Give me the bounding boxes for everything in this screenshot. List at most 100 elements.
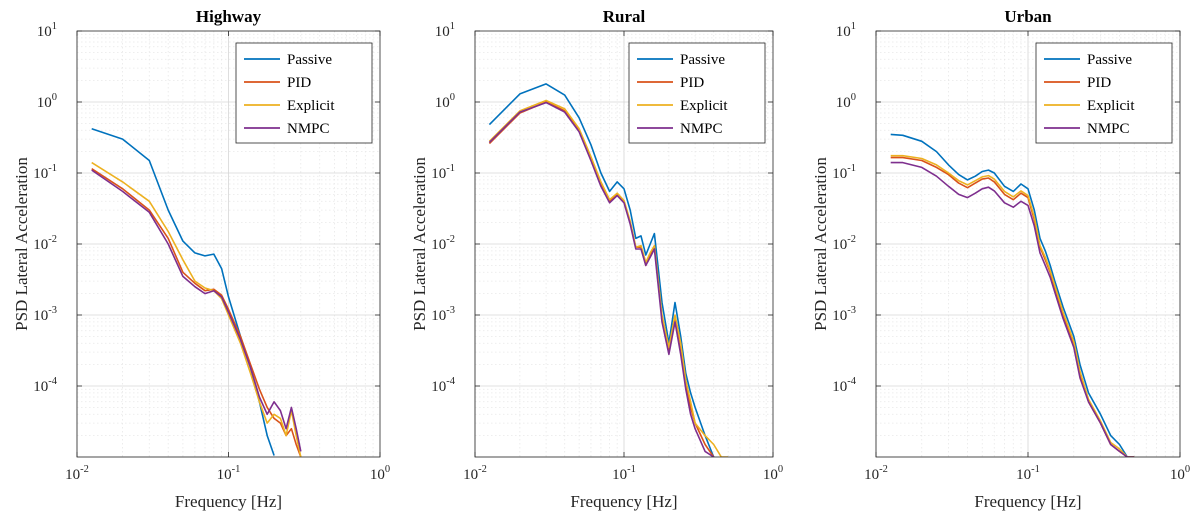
x-tick-label: 10-2 bbox=[65, 464, 89, 483]
legend-label-nmpc: NMPC bbox=[680, 121, 723, 137]
y-tick-label-base: 10 bbox=[836, 24, 851, 40]
y-tick-label-base: 10 bbox=[33, 237, 48, 253]
y-tick-label-exponent: -1 bbox=[446, 163, 455, 174]
x-axis-label: Frequency [Hz] bbox=[175, 492, 282, 511]
y-tick-label: 10-2 bbox=[33, 234, 57, 253]
x-tick-label: 10-2 bbox=[864, 464, 888, 483]
y-tick-label: 10-3 bbox=[33, 305, 57, 324]
x-axis-label: Frequency [Hz] bbox=[570, 492, 677, 511]
y-tick-label: 10-4 bbox=[431, 376, 455, 395]
x-tick-label-base: 10 bbox=[763, 467, 778, 483]
y-axis-label: PSD Lateral Acceleration bbox=[12, 157, 31, 331]
legend-label-passive: Passive bbox=[1087, 52, 1132, 68]
legend-label-nmpc: NMPC bbox=[1087, 121, 1130, 137]
y-tick-label-exponent: 0 bbox=[450, 92, 455, 103]
y-tick-label: 101 bbox=[435, 21, 455, 40]
y-tick-label: 10-1 bbox=[33, 163, 57, 182]
x-tick-label-base: 10 bbox=[217, 467, 232, 483]
series-line-explicit bbox=[488, 99, 729, 457]
x-tick-label-exponent: 0 bbox=[385, 464, 390, 475]
y-tick-label-base: 10 bbox=[832, 379, 847, 395]
y-tick-label: 100 bbox=[37, 92, 57, 111]
x-tick-label-base: 10 bbox=[1016, 467, 1031, 483]
y-tick-label-base: 10 bbox=[37, 24, 52, 40]
y-tick-label-base: 10 bbox=[33, 379, 48, 395]
legend-label-explicit: Explicit bbox=[287, 98, 335, 114]
y-tick-label-exponent: -4 bbox=[48, 376, 57, 387]
legend: Passive PID Explicit NMPC bbox=[1035, 42, 1173, 144]
x-tick-label: 10-1 bbox=[612, 464, 636, 483]
legend-label-pid: PID bbox=[680, 75, 704, 91]
y-tick-label-base: 10 bbox=[37, 95, 52, 111]
x-tick-label: 10-1 bbox=[1016, 464, 1040, 483]
panel-rural: 10-2 10-1 10010-410-310-210-1100101RuralFr… bbox=[410, 7, 783, 511]
legend: Passive PID Explicit NMPC bbox=[235, 42, 373, 144]
x-tick-label: 100 bbox=[370, 464, 390, 483]
x-tick-label-exponent: -1 bbox=[232, 464, 241, 475]
y-tick-label-exponent: -2 bbox=[48, 234, 57, 245]
legend: Passive PID Explicit NMPC bbox=[628, 42, 766, 144]
legend-label-explicit: Explicit bbox=[680, 98, 728, 114]
y-tick-label-base: 10 bbox=[431, 166, 446, 182]
y-tick-label-base: 10 bbox=[431, 237, 446, 253]
x-tick-label-exponent: -2 bbox=[478, 464, 487, 475]
series-line-passive bbox=[890, 133, 1135, 457]
y-tick-label-base: 10 bbox=[435, 95, 450, 111]
y-tick-label-base: 10 bbox=[832, 308, 847, 324]
y-tick-label-exponent: -4 bbox=[847, 376, 856, 387]
x-tick-label-base: 10 bbox=[370, 467, 385, 483]
y-tick-label-exponent: -2 bbox=[847, 234, 856, 245]
y-tick-label-base: 10 bbox=[836, 95, 851, 111]
series-group bbox=[488, 83, 729, 457]
y-axis-label: PSD Lateral Acceleration bbox=[811, 157, 830, 331]
series-line-passive bbox=[488, 83, 715, 457]
chart-title: Highway bbox=[196, 7, 262, 26]
x-tick-label-exponent: -1 bbox=[1031, 464, 1040, 475]
y-tick-label-base: 10 bbox=[33, 308, 48, 324]
x-tick-label-base: 10 bbox=[864, 467, 879, 483]
x-tick-label-base: 10 bbox=[65, 467, 80, 483]
legend-label-passive: Passive bbox=[680, 52, 725, 68]
x-tick-label: 10-2 bbox=[463, 464, 487, 483]
x-tick-label-base: 10 bbox=[612, 467, 627, 483]
series-line-nmpc bbox=[488, 101, 715, 457]
x-tick-label-exponent: 0 bbox=[1185, 464, 1190, 475]
y-tick-label-base: 10 bbox=[832, 166, 847, 182]
y-tick-label-exponent: -3 bbox=[847, 305, 856, 316]
x-tick-label-base: 10 bbox=[463, 467, 478, 483]
y-tick-label-exponent: -3 bbox=[48, 305, 57, 316]
y-tick-label: 100 bbox=[435, 92, 455, 111]
series-group bbox=[890, 133, 1135, 457]
panel-highway: 10-2 10-1 10010-410-310-210-1100101Highway… bbox=[12, 7, 390, 511]
y-tick-label: 10-2 bbox=[431, 234, 455, 253]
x-tick-label-exponent: 0 bbox=[778, 464, 783, 475]
series-line-nmpc bbox=[890, 161, 1135, 457]
y-tick-label: 10-3 bbox=[832, 305, 856, 324]
x-tick-label: 10-1 bbox=[217, 464, 241, 483]
y-tick-label-exponent: 0 bbox=[851, 92, 856, 103]
legend-label-passive: Passive bbox=[287, 52, 332, 68]
legend-label-explicit: Explicit bbox=[1087, 98, 1135, 114]
y-tick-label-base: 10 bbox=[435, 24, 450, 40]
y-tick-label: 10-2 bbox=[832, 234, 856, 253]
legend-label-nmpc: NMPC bbox=[287, 121, 330, 137]
y-tick-label-base: 10 bbox=[832, 237, 847, 253]
y-tick-label: 10-1 bbox=[431, 163, 455, 182]
series-line-explicit bbox=[91, 161, 302, 457]
x-tick-label-exponent: -2 bbox=[879, 464, 888, 475]
y-tick-label: 100 bbox=[836, 92, 856, 111]
y-tick-label-exponent: 0 bbox=[52, 92, 57, 103]
y-tick-label-base: 10 bbox=[431, 379, 446, 395]
series-line-nmpc bbox=[91, 169, 302, 452]
series-line-explicit bbox=[890, 154, 1135, 457]
y-tick-label-exponent: -1 bbox=[847, 163, 856, 174]
series-group bbox=[91, 127, 302, 457]
chart-title: Urban bbox=[1004, 7, 1052, 26]
y-axis-label: PSD Lateral Acceleration bbox=[410, 157, 429, 331]
x-tick-label-exponent: -2 bbox=[80, 464, 89, 475]
y-tick-label: 10-1 bbox=[832, 163, 856, 182]
y-tick-label-exponent: -2 bbox=[446, 234, 455, 245]
y-tick-label-exponent: -1 bbox=[48, 163, 57, 174]
x-tick-label: 100 bbox=[763, 464, 783, 483]
